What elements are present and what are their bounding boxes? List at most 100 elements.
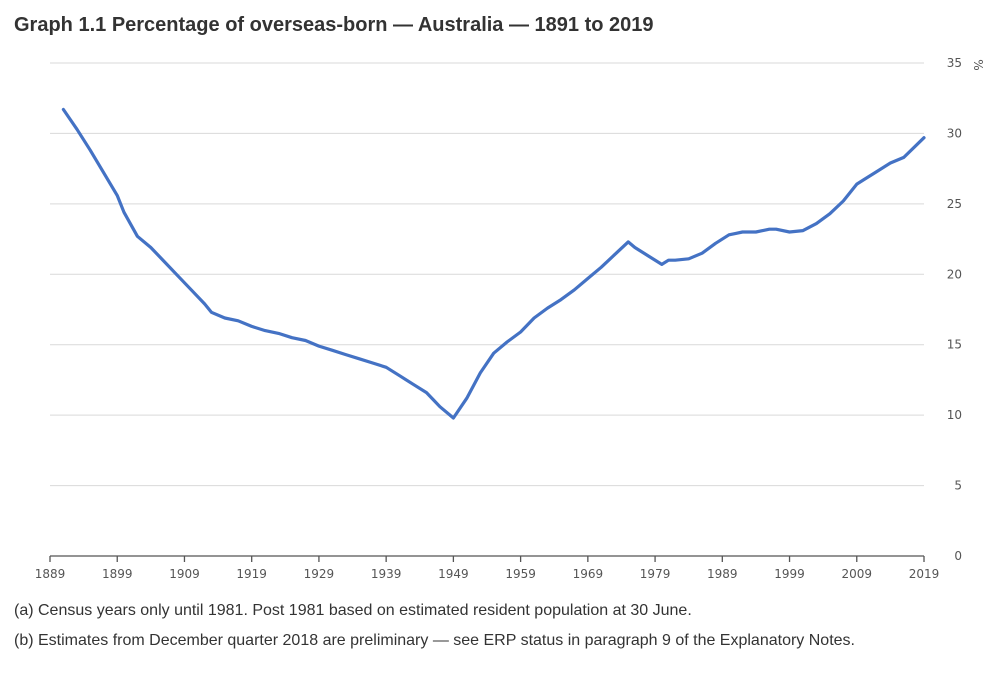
data-point — [559, 298, 563, 301]
data-point — [862, 178, 865, 182]
data-point — [62, 108, 65, 111]
data-point — [304, 339, 307, 342]
data-point — [842, 199, 845, 203]
data-point — [647, 254, 650, 258]
data-point — [828, 212, 832, 215]
data-point — [331, 349, 334, 352]
data-point — [532, 316, 536, 320]
y-tick-label: 30 — [947, 126, 962, 140]
data-point — [237, 319, 240, 322]
x-tick-label: 1999 — [774, 567, 805, 581]
data-point — [122, 211, 126, 214]
footnote-a: (a) Census years only until 1981. Post 1… — [14, 602, 692, 619]
data-point — [210, 311, 213, 314]
data-point — [479, 371, 482, 375]
data-point — [801, 229, 805, 232]
x-tick-label: 1949 — [438, 567, 469, 581]
x-tick-label: 1969 — [573, 567, 604, 581]
data-point — [875, 170, 879, 173]
data-point — [700, 251, 704, 255]
x-tick-label: 1959 — [505, 567, 536, 581]
data-point — [411, 382, 415, 386]
data-point — [438, 405, 442, 408]
data-point — [263, 329, 267, 332]
data-point — [660, 263, 663, 266]
data-point — [223, 316, 226, 320]
data-point — [290, 336, 294, 339]
data-point — [573, 288, 576, 291]
data-point — [667, 259, 670, 262]
data-point — [465, 397, 469, 400]
data-point — [89, 149, 92, 152]
x-tick-label: 1899 — [102, 567, 133, 581]
series-group — [61, 107, 926, 420]
data-point — [505, 340, 509, 344]
data-point — [768, 228, 771, 231]
data-point — [519, 330, 522, 334]
x-axis: 1889 1899 1909 1919 1929 1939 1949 1959 1969 1979… — [35, 555, 940, 581]
x-tick-label: 1929 — [304, 567, 335, 581]
data-point — [358, 357, 361, 360]
data-point — [922, 136, 926, 139]
data-point — [344, 353, 348, 356]
data-point — [889, 161, 892, 165]
data-point — [452, 416, 455, 420]
data-point — [203, 302, 206, 306]
data-point — [902, 156, 906, 159]
data-point — [613, 253, 616, 256]
y-tick-label: 0 — [954, 549, 962, 563]
data-point — [250, 325, 253, 328]
data-point — [734, 232, 737, 235]
data-point — [546, 306, 549, 310]
data-point — [102, 171, 105, 175]
data-point — [600, 266, 603, 269]
data-point — [586, 277, 590, 280]
data-point — [626, 240, 630, 244]
data-point — [754, 230, 758, 234]
x-tick-label: 1939 — [371, 567, 402, 581]
data-point — [674, 259, 677, 262]
data-point — [384, 366, 388, 369]
y-tick-label: 35 — [947, 56, 962, 70]
data-point — [163, 260, 166, 263]
footnote-b: (b) Estimates from December quarter 2018… — [14, 632, 855, 649]
data-point — [633, 246, 637, 249]
data-point — [774, 228, 778, 231]
data-point — [398, 374, 401, 377]
y-axis-label: % — [971, 59, 985, 70]
x-tick-label: 1989 — [707, 567, 738, 581]
data-point — [425, 391, 428, 394]
data-point — [855, 182, 858, 186]
series-line-0 — [61, 107, 926, 420]
line-chart: 1889 1899 1909 1919 1929 1939 1949 1959 1969 1979… — [35, 56, 985, 581]
data-point — [277, 332, 280, 335]
data-point — [687, 257, 690, 260]
data-point — [149, 246, 153, 249]
x-tick-label: 1909 — [169, 567, 200, 581]
data-point — [788, 230, 791, 234]
data-point — [371, 361, 374, 365]
data-point — [727, 233, 731, 237]
data-point — [317, 344, 321, 348]
data-point — [714, 242, 717, 245]
x-tick-label: 1889 — [35, 567, 66, 581]
data-point — [176, 274, 179, 277]
data-point — [75, 128, 79, 131]
x-tick-label: 1979 — [640, 567, 671, 581]
data-point — [189, 288, 193, 291]
y-axis: 0 5 10 15 20 25 30 35 — [947, 56, 962, 563]
y-tick-label: 15 — [947, 338, 962, 352]
x-tick-label: 2009 — [841, 567, 872, 581]
x-tick-label: 2019 — [909, 567, 940, 581]
data-point — [492, 351, 495, 355]
gridlines — [50, 62, 924, 487]
y-tick-label: 5 — [954, 479, 962, 493]
data-point — [432, 398, 435, 401]
data-point — [116, 194, 119, 197]
data-point — [136, 235, 139, 238]
y-tick-label: 10 — [947, 408, 962, 422]
data-point — [815, 222, 818, 225]
y-tick-label: 20 — [947, 267, 962, 281]
chart-title: Graph 1.1 Percentage of overseas-born — … — [14, 14, 654, 36]
y-tick-label: 25 — [947, 197, 962, 211]
